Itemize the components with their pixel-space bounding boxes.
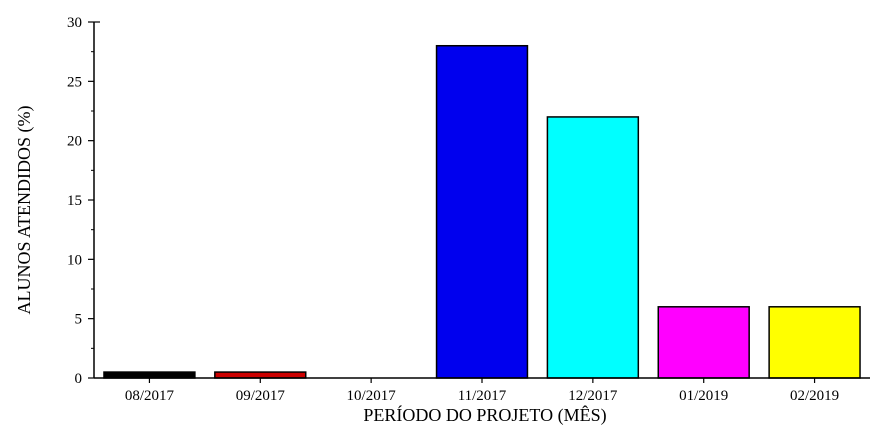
y-tick-label: 20 (67, 134, 82, 150)
x-tick-label: 01/2019 (679, 388, 728, 404)
x-tick-label: 08/2017 (125, 388, 175, 404)
bar-01-2019 (657, 306, 750, 379)
y-tick-label: 5 (75, 312, 83, 328)
y-tick-label: 0 (75, 371, 83, 387)
bar-02-2019 (768, 306, 861, 379)
y-tick-label: 15 (67, 193, 82, 209)
x-tick-label: 12/2017 (568, 388, 618, 404)
bars-group (103, 44, 861, 379)
x-tick-label: 02/2019 (790, 388, 839, 404)
x-tick-label: 11/2017 (458, 388, 507, 404)
y-tick-label: 25 (67, 74, 82, 90)
y-tick-label: 30 (67, 15, 82, 31)
bar-11-2017 (435, 44, 529, 379)
x-axis-label: PERÍODO DO PROJETO (MÊS) (363, 404, 606, 426)
bar-09-2017 (214, 371, 307, 379)
y-axis-ticks: 0 5 10 15 20 25 30 (67, 15, 100, 387)
x-tick-label: 10/2017 (347, 388, 397, 404)
x-axis-ticks: 08/2017 09/2017 10/2017 11/2017 12/2017 01/20… (125, 378, 839, 404)
y-axis-label: ALUNOS ATENDIDOS (%) (14, 106, 35, 315)
y-tick-label: 10 (67, 252, 82, 268)
bar-12-2017 (546, 116, 640, 379)
x-tick-label: 09/2017 (236, 388, 286, 404)
bar-08-2017 (103, 371, 196, 379)
